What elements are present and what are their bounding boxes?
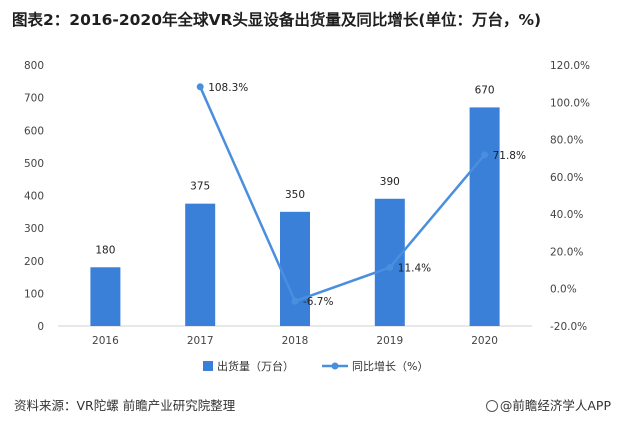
left-tick-label: 0 bbox=[37, 321, 44, 333]
chart-title: 图表2：2016-2020年全球VR头显设备出货量及同比增长(单位：万台，%) bbox=[12, 11, 542, 29]
bar-series bbox=[90, 107, 500, 326]
combo-chart: 0 100 200 300 400 500 600 700 800 -20.0% 0.0% 20.0… bbox=[24, 60, 590, 373]
left-tick-label: 100 bbox=[24, 288, 44, 300]
x-tick-label: 2019 bbox=[376, 335, 403, 347]
brand-credit: @前瞻经济学人APP bbox=[485, 395, 611, 414]
x-tick-label: 2016 bbox=[92, 335, 119, 347]
growth-point bbox=[386, 263, 394, 271]
growth-data-label: 71.8% bbox=[493, 150, 526, 162]
left-axis: 0 100 200 300 400 500 600 700 800 bbox=[24, 60, 44, 333]
bar-data-labels: 180 375 350 390 670 bbox=[95, 84, 494, 256]
right-tick-label: 60.0% bbox=[550, 172, 583, 184]
bar bbox=[280, 211, 310, 326]
footer: 资料来源：VR陀螺 前瞻产业研究院整理 @前瞻经济学人APP bbox=[0, 394, 619, 416]
right-tick-label: 80.0% bbox=[550, 135, 583, 147]
bar-data-label: 375 bbox=[190, 181, 210, 193]
line-data-labels: 108.3% -6.7% 11.4% 71.8% bbox=[208, 82, 526, 308]
left-tick-label: 700 bbox=[24, 93, 44, 105]
bar-data-label: 670 bbox=[475, 84, 495, 96]
right-tick-label: -20.0% bbox=[550, 321, 587, 333]
bar bbox=[374, 198, 405, 326]
legend-bar-label: 出货量（万台） bbox=[217, 359, 294, 373]
brand-logo-icon bbox=[485, 400, 498, 412]
right-tick-label: 120.0% bbox=[550, 60, 590, 72]
line-series bbox=[196, 83, 489, 305]
right-axis: -20.0% 0.0% 20.0% 40.0% 60.0% 80.0% 100.0% 120.… bbox=[550, 60, 590, 333]
growth-point bbox=[196, 83, 204, 91]
legend-line-label: 同比增长（%） bbox=[352, 359, 428, 373]
legend: 出货量（万台） 同比增长（%） bbox=[203, 359, 428, 373]
bar bbox=[185, 203, 216, 326]
bar-data-label: 180 bbox=[95, 244, 115, 256]
right-tick-label: 100.0% bbox=[550, 97, 590, 109]
growth-line bbox=[199, 86, 486, 303]
bar-data-label: 350 bbox=[285, 189, 305, 201]
bar-data-label: 390 bbox=[380, 176, 400, 188]
x-tick-label: 2017 bbox=[187, 335, 214, 347]
left-tick-label: 200 bbox=[24, 256, 44, 268]
growth-point bbox=[481, 151, 489, 159]
legend-bar-swatch bbox=[203, 361, 213, 371]
left-tick-label: 500 bbox=[24, 158, 44, 170]
growth-data-label: -6.7% bbox=[303, 296, 333, 308]
left-tick-label: 600 bbox=[24, 125, 44, 137]
x-axis-tick-labels: 2016 2017 2018 2019 2020 bbox=[92, 335, 498, 347]
right-tick-label: 20.0% bbox=[550, 246, 583, 258]
growth-data-label: 108.3% bbox=[208, 82, 248, 94]
bar bbox=[469, 107, 500, 326]
x-tick-label: 2020 bbox=[471, 335, 498, 347]
growth-point bbox=[291, 297, 299, 305]
left-tick-label: 400 bbox=[24, 191, 44, 203]
growth-data-label: 11.4% bbox=[398, 262, 431, 274]
x-tick-label: 2018 bbox=[282, 335, 309, 347]
legend-line-marker bbox=[331, 362, 339, 370]
source-note: 资料来源：VR陀螺 前瞻产业研究院整理 bbox=[14, 398, 236, 413]
right-tick-label: 0.0% bbox=[550, 284, 577, 296]
left-tick-label: 800 bbox=[24, 60, 44, 72]
left-tick-label: 300 bbox=[24, 223, 44, 235]
right-tick-label: 40.0% bbox=[550, 209, 583, 221]
brand-text: @前瞻经济学人APP bbox=[499, 398, 611, 413]
bar bbox=[90, 267, 121, 326]
